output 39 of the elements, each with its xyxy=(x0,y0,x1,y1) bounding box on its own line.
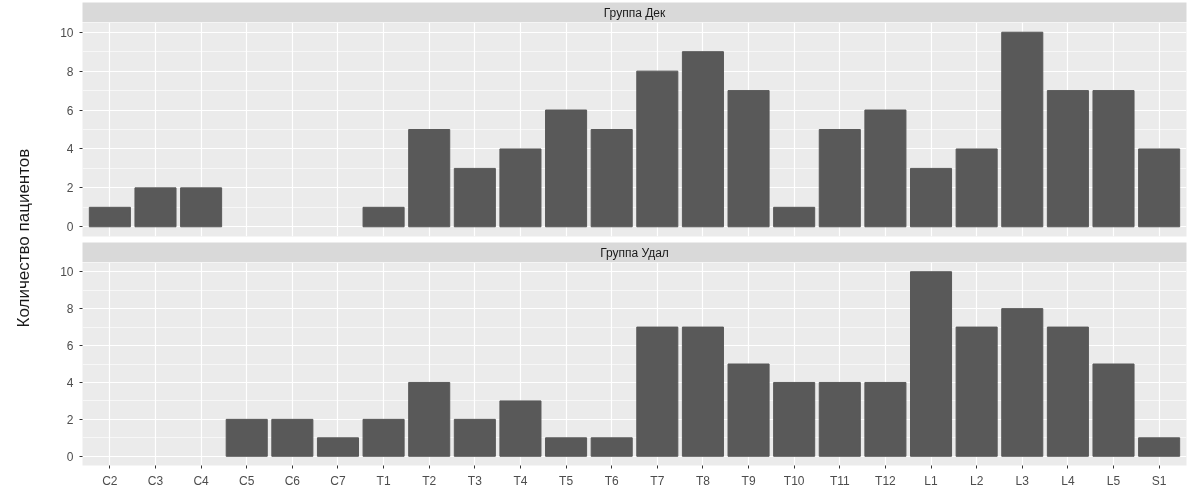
x-tick-label: L4 xyxy=(1061,473,1075,488)
x-tick-label: T6 xyxy=(604,473,620,488)
y-tick-label: 6 xyxy=(66,339,74,354)
x-tick-label: T1 xyxy=(376,473,391,488)
x-tick-label: T9 xyxy=(741,473,756,488)
x-tick-label: L3 xyxy=(1015,473,1030,488)
chart-title: Группа Дек xyxy=(603,5,666,20)
y-tick-label: 0 xyxy=(66,220,74,235)
x-tick-label: C2 xyxy=(102,473,118,488)
y-tick-label: 8 xyxy=(66,302,74,317)
x-tick-label: L2 xyxy=(969,473,984,488)
x-tick-label: L1 xyxy=(924,473,939,488)
x-tick-label: C5 xyxy=(239,473,255,488)
y-tick-label: 4 xyxy=(66,375,74,390)
x-tick-label: L5 xyxy=(1106,473,1121,488)
x-tick-label: T5 xyxy=(559,473,574,488)
y-axis-title: Количество пациентов xyxy=(14,148,34,328)
y-tick-label: 10 xyxy=(60,25,74,40)
x-tick-label: T8 xyxy=(695,473,711,488)
x-tick-label: T2 xyxy=(422,473,437,488)
x-tick-label: C3 xyxy=(147,473,164,488)
x-tick-label: T7 xyxy=(650,473,665,488)
x-tick-label: T12 xyxy=(875,473,897,488)
x-tick-label: T10 xyxy=(783,473,805,488)
y-tick-label: 6 xyxy=(66,103,74,118)
chart-title: Группа Удал xyxy=(600,245,669,260)
y-tick-label: 8 xyxy=(66,64,74,79)
x-tick-label: C4 xyxy=(193,473,210,488)
x-tick-label: C7 xyxy=(330,473,346,488)
y-tick-label: 2 xyxy=(66,412,74,427)
x-tick-label: S1 xyxy=(1151,473,1167,488)
x-tick-label: T3 xyxy=(467,473,483,488)
x-tick-label: T4 xyxy=(513,473,528,488)
y-tick-label: 0 xyxy=(66,449,74,464)
y-tick-label: 10 xyxy=(60,265,74,280)
x-tick-label: C6 xyxy=(284,473,301,488)
y-tick-label: 2 xyxy=(66,181,74,196)
y-tick-label: 4 xyxy=(66,142,74,157)
x-tick-label: T11 xyxy=(829,473,851,488)
